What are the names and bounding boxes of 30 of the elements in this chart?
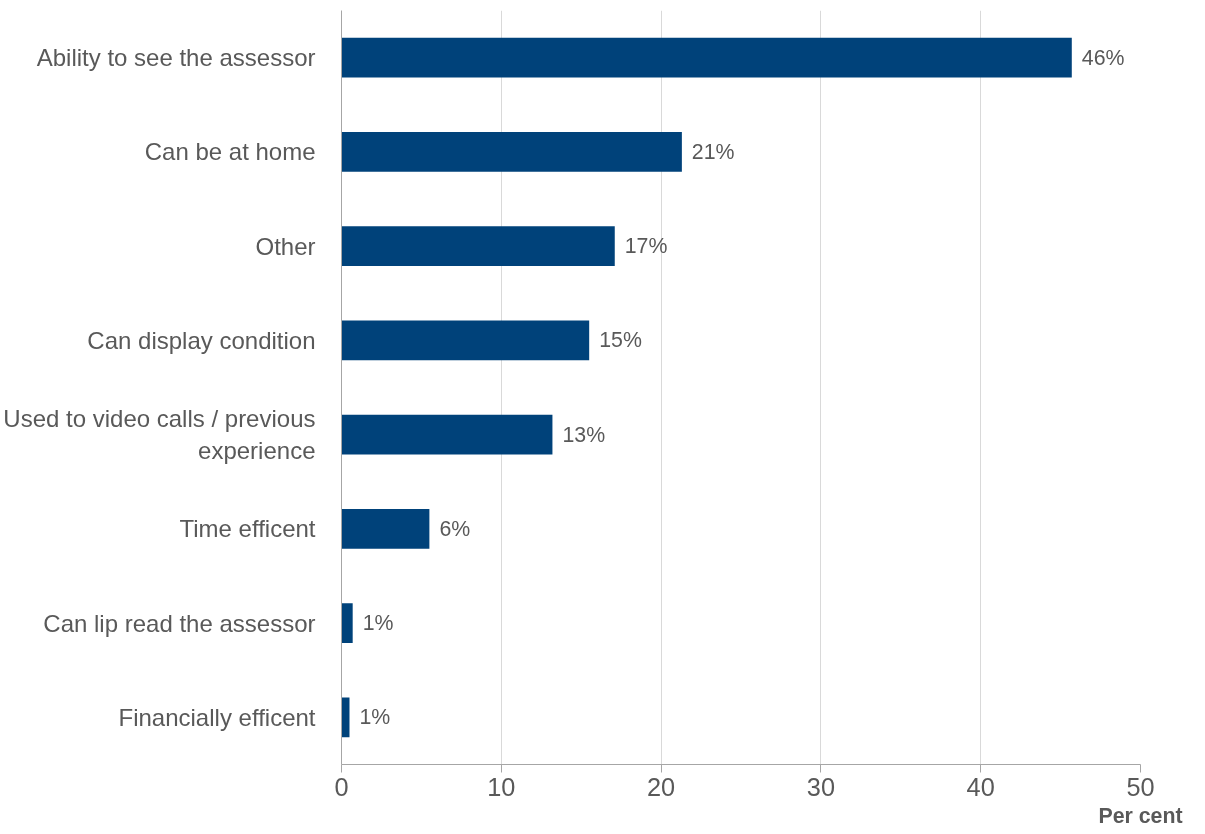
x-tick-label: 50 bbox=[1126, 772, 1155, 801]
data-label: 1% bbox=[362, 611, 394, 636]
bar bbox=[341, 132, 682, 172]
data-label: 6% bbox=[439, 516, 471, 541]
y-tick-label: Financially efficent bbox=[118, 703, 316, 731]
y-tick-label: Ability to see the assessor bbox=[36, 44, 316, 72]
x-tick-label: 20 bbox=[647, 772, 676, 801]
data-label: 21% bbox=[691, 139, 735, 164]
data-label: 13% bbox=[562, 422, 606, 447]
bar bbox=[341, 37, 1072, 78]
x-tick-label: 40 bbox=[966, 772, 995, 801]
bar bbox=[341, 226, 615, 266]
x-tick-label: 30 bbox=[806, 772, 835, 801]
x-tick-label: 10 bbox=[487, 772, 516, 801]
bar bbox=[341, 414, 553, 455]
x-tick-label: 0 bbox=[334, 772, 349, 801]
data-label: 15% bbox=[599, 328, 642, 353]
y-tick-label: Used to video calls / previous experience bbox=[3, 404, 316, 465]
bar bbox=[341, 509, 430, 549]
data-label: 17% bbox=[624, 234, 668, 259]
y-tick-label: Time efficent bbox=[179, 515, 316, 543]
data-label: 46% bbox=[1081, 45, 1125, 70]
data-label: 1% bbox=[359, 705, 391, 730]
y-tick-label: Can display condition bbox=[87, 326, 316, 354]
bar bbox=[341, 320, 590, 361]
y-tick-label: Other bbox=[255, 232, 316, 260]
bar bbox=[341, 603, 353, 643]
y-tick-label: Can lip read the assessor bbox=[43, 609, 316, 637]
y-tick-label: Can be at home bbox=[144, 138, 316, 166]
x-axis-title: Per cent bbox=[1098, 803, 1183, 828]
